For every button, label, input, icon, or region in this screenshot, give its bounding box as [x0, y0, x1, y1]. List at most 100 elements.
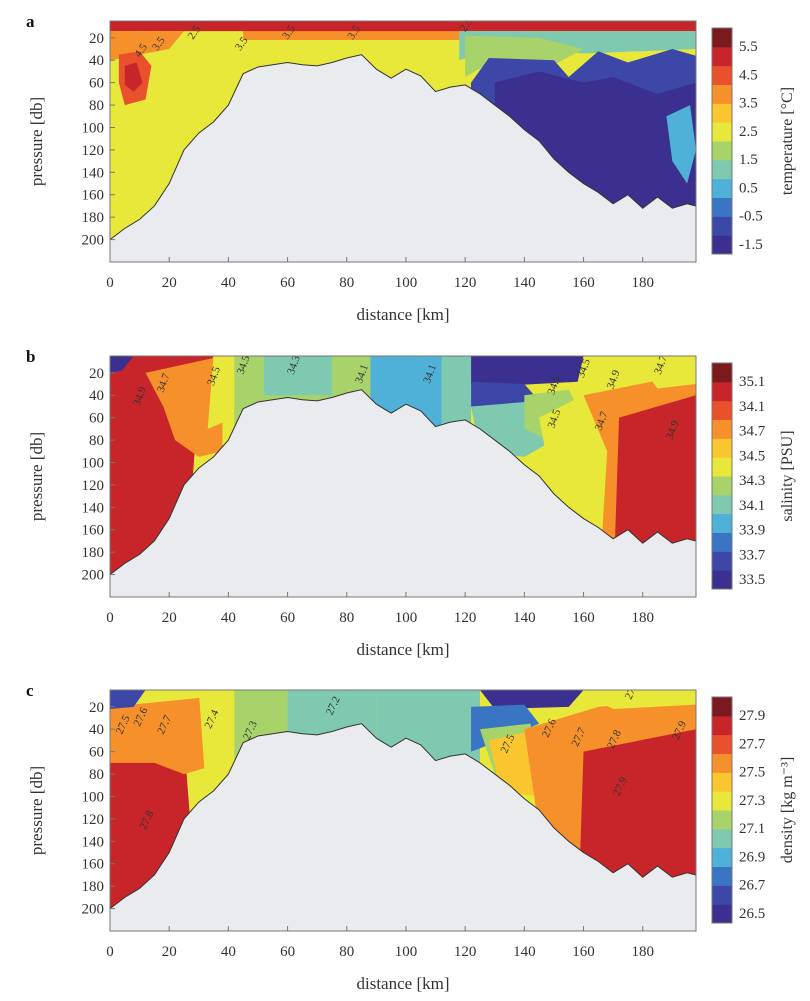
plot-area: 27.527.6 27.7 27.4 27.327.227.827.527.6 27.7…: [110, 679, 696, 931]
x-tick-label: 0: [106, 610, 114, 626]
colorbar-swatch: [712, 828, 732, 849]
colorbar-frame: [711, 696, 733, 924]
y-tick-label: 180: [82, 545, 105, 561]
colorbar-label: salinity [PSU]: [779, 430, 796, 521]
colorbar-swatch: [712, 772, 732, 792]
colorbar-tick-label: 35.1: [739, 374, 765, 390]
y-tick-label: 180: [82, 879, 105, 895]
y-tick-label: 20: [89, 31, 104, 47]
color-region: [124, 62, 143, 92]
x-tick-label: 120: [454, 944, 477, 960]
x-axis-label: distance [km]: [357, 974, 450, 993]
color-region: [110, 695, 223, 775]
colorbar-tick-label: 34.1: [739, 399, 765, 415]
x-tick-label: 0: [106, 275, 114, 291]
colorbar-swatch: [712, 457, 732, 477]
y-tick-label: 80: [89, 433, 104, 449]
colorbar-swatch: [712, 810, 732, 830]
colorbar-tick-label: 27.5: [739, 765, 765, 781]
colorbar-swatch: [712, 513, 732, 533]
y-tick-label: 200: [82, 568, 105, 584]
y-axis-label: pressure [db]: [27, 432, 46, 521]
color-region: [207, 356, 235, 429]
colorbar-tick-label: 2.5: [739, 124, 758, 140]
x-tick-label: 40: [221, 944, 236, 960]
contour-label: 27.2: [623, 679, 642, 702]
x-tick-label: 140: [513, 275, 536, 291]
color-region: [110, 690, 146, 710]
y-tick-label: 100: [82, 120, 105, 136]
x-tick-label: 160: [572, 275, 595, 291]
plot-frame: [109, 355, 697, 598]
y-tick-label: 180: [82, 210, 105, 226]
x-tick-label: 0: [106, 944, 114, 960]
y-tick-label: 160: [82, 188, 105, 204]
plot-frame: [109, 689, 697, 932]
colorbar-swatch: [712, 28, 732, 48]
colorbar-label: density [kg m⁻³]: [779, 757, 796, 864]
x-tick-label: 80: [339, 944, 354, 960]
colorbar-swatch: [712, 438, 732, 458]
colorbar-swatch: [712, 532, 732, 552]
y-tick-label: 20: [89, 366, 104, 382]
colorbar-swatch: [712, 381, 732, 402]
panel-letter: a: [26, 12, 35, 31]
colorbar-tick-label: 27.3: [739, 793, 765, 809]
color-region: [145, 356, 223, 457]
colorbar-swatch: [712, 715, 732, 736]
y-axis-label: pressure [db]: [27, 97, 46, 186]
y-tick-label: 40: [89, 53, 104, 69]
colorbar-swatch: [712, 570, 732, 590]
y-axis-label: pressure [db]: [27, 766, 46, 855]
colorbar-tick-label: 26.7: [739, 878, 766, 894]
x-axis-label: distance [km]: [357, 640, 450, 659]
color-region: [263, 356, 332, 396]
colorbar-label: temperature [°C]: [779, 87, 796, 195]
colorbar-swatch: [712, 197, 732, 217]
colorbar-tick-label: 27.1: [739, 821, 765, 837]
colorbar-swatch: [712, 65, 732, 85]
y-tick-label: 60: [89, 76, 104, 92]
x-tick-label: 180: [631, 275, 654, 291]
colorbar-swatch: [712, 178, 732, 198]
x-tick-label: 100: [395, 610, 418, 626]
x-tick-label: 140: [513, 944, 536, 960]
seafloor-line: [110, 54, 696, 240]
colorbar-swatch: [712, 84, 732, 104]
panel-c: c 27.527.6 27.7 27.4 27.327.227.827.527.6 27.…: [26, 679, 796, 993]
colorbar-frame: [711, 362, 733, 590]
colorbar-swatch: [712, 753, 732, 773]
colorbar-swatch: [712, 216, 732, 236]
color-region: [110, 21, 696, 32]
y-tick-label: 120: [82, 143, 105, 159]
color-region: [479, 690, 584, 710]
x-tick-label: 80: [339, 275, 354, 291]
y-tick-label: 60: [89, 745, 104, 761]
color-region: [583, 691, 696, 710]
x-axis-label: distance [km]: [357, 305, 450, 324]
x-tick-label: 100: [395, 275, 418, 291]
colorbar-tick-label: 34.5: [739, 448, 765, 464]
color-region: [666, 105, 696, 184]
colorbar-swatch: [712, 159, 732, 180]
y-tick-label: 140: [82, 165, 105, 181]
color-region: [198, 690, 235, 775]
y-tick-label: 200: [82, 233, 105, 249]
x-tick-label: 120: [454, 275, 477, 291]
x-tick-label: 20: [162, 944, 177, 960]
colorbar-tick-label: 33.7: [739, 547, 766, 563]
colorbar-tick-label: 27.7: [739, 736, 766, 752]
seafloor-line: [110, 723, 696, 909]
y-tick-label: 120: [82, 812, 105, 828]
colorbar-tick-label: -0.5: [739, 209, 763, 225]
plot-area: 4.5 3.52.53.53.5 3.5 2.5: [110, 21, 696, 262]
y-tick-label: 200: [82, 902, 105, 918]
x-tick-label: 40: [221, 275, 236, 291]
colorbar-tick-label: 27.9: [739, 708, 765, 724]
colorbar-swatch: [712, 235, 732, 255]
color-region: [465, 35, 584, 78]
x-tick-label: 100: [395, 944, 418, 960]
y-tick-label: 120: [82, 478, 105, 494]
x-tick-label: 80: [339, 610, 354, 626]
y-tick-label: 40: [89, 722, 104, 738]
